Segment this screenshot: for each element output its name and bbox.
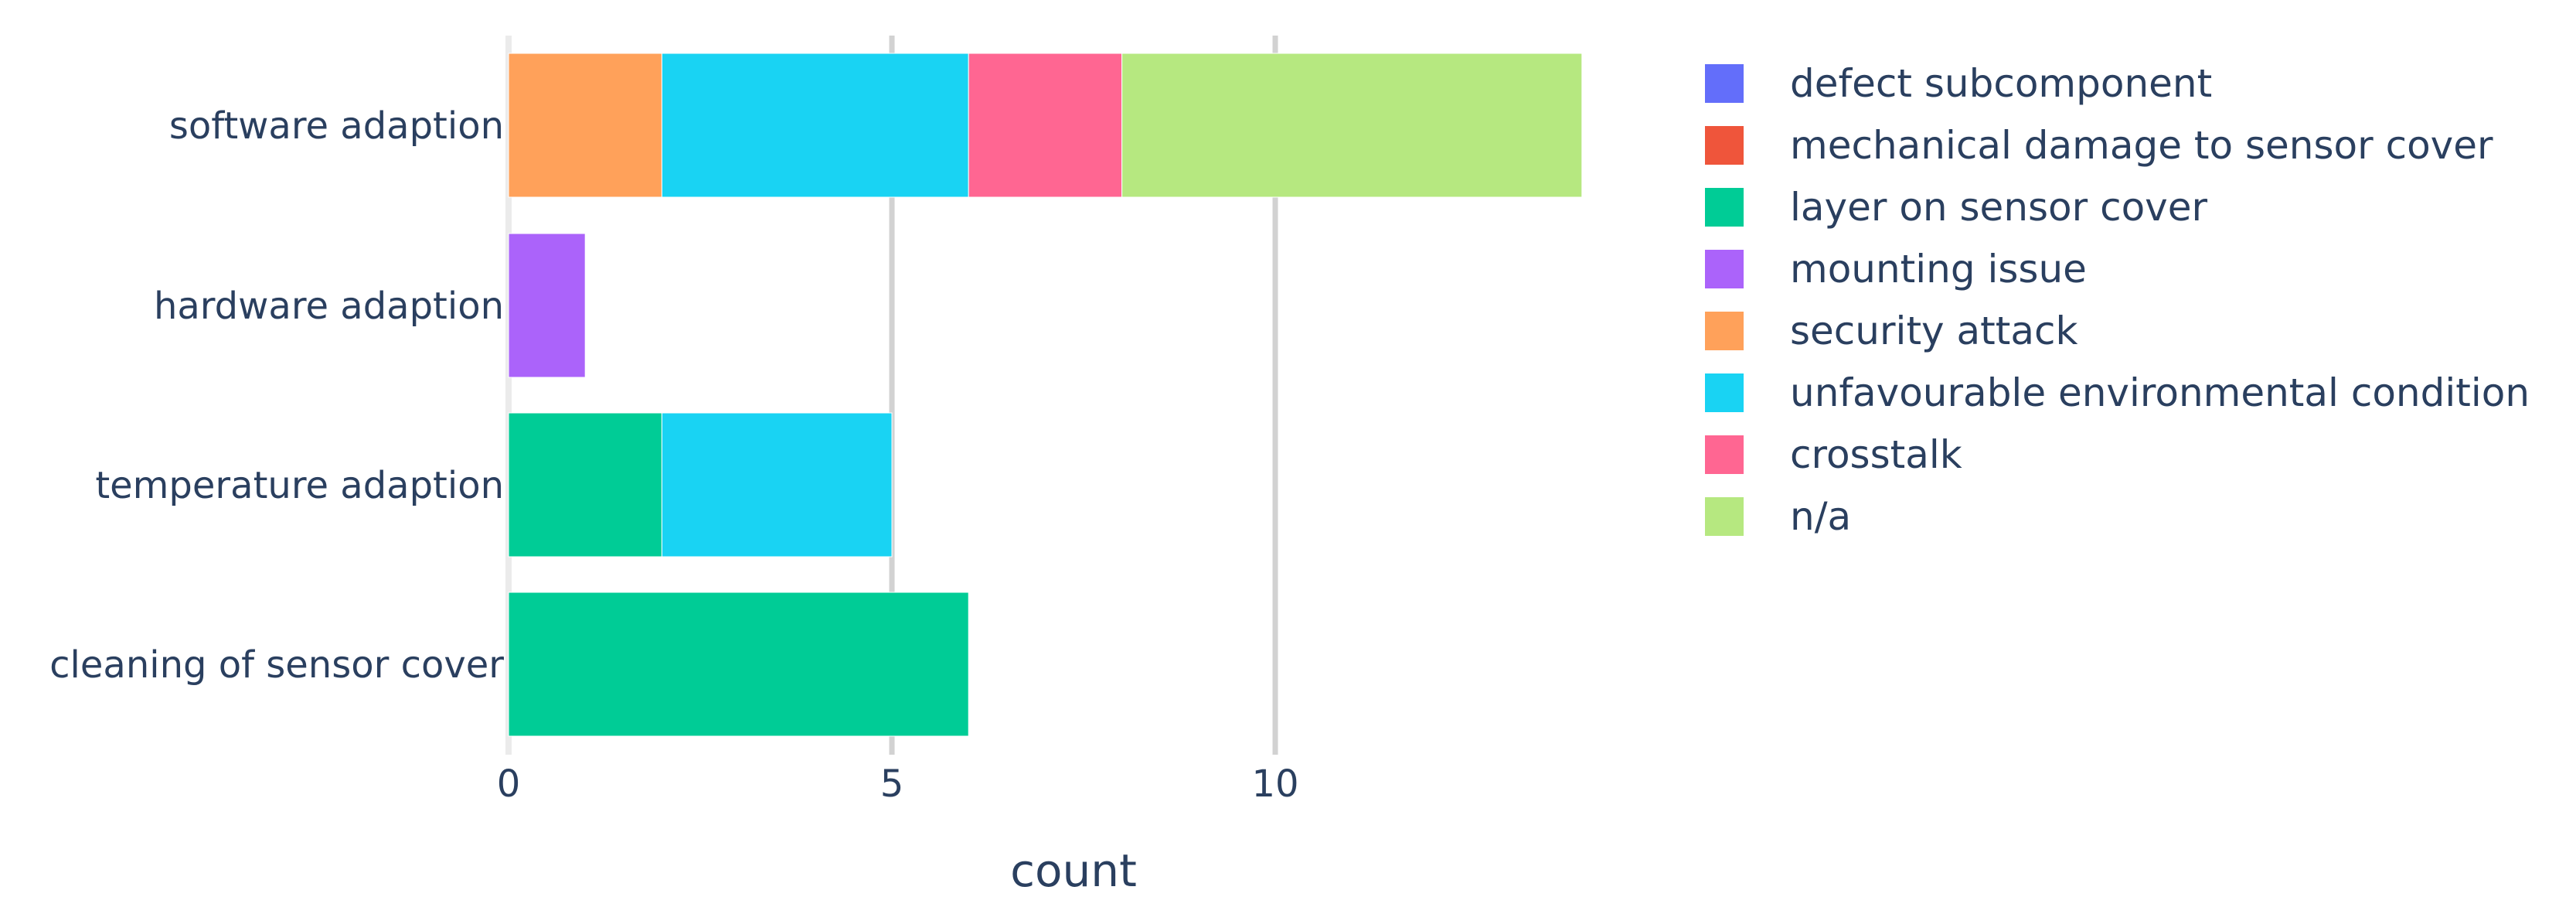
legend-swatch-2 — [1705, 126, 1744, 165]
legend-label-2: mechanical damage to sensor cover — [1790, 123, 2493, 168]
legend-label-8: n/a — [1790, 494, 1851, 539]
legend: defect subcomponent mechanical damage to … — [1705, 61, 2530, 539]
legend-label-1: defect subcomponent — [1790, 61, 2212, 106]
bars — [508, 53, 1583, 737]
legend-swatch-6 — [1705, 373, 1744, 412]
x-tick-label-0: 0 — [497, 762, 521, 806]
legend-swatch-5 — [1705, 312, 1744, 350]
bar-4-3 — [508, 592, 969, 737]
x-axis-title: count — [1010, 844, 1137, 897]
legend-label-4: mounting issue — [1790, 247, 2087, 292]
x-tick-label-10: 10 — [1251, 762, 1298, 806]
category-label-2: hardware adaption — [154, 285, 504, 328]
x-tick-labels: 0 5 10 — [497, 762, 1299, 806]
legend-swatch-1 — [1705, 64, 1744, 103]
bar-2-4 — [508, 233, 586, 378]
legend-swatch-4 — [1705, 250, 1744, 288]
bar-1-8 — [1121, 53, 1583, 198]
bar-3-3 — [508, 412, 662, 558]
bar-1-5 — [508, 53, 662, 198]
legend-swatch-3 — [1705, 188, 1744, 227]
bar-1-6 — [661, 53, 969, 198]
legend-label-3: layer on sensor cover — [1790, 185, 2208, 230]
bar-1-7 — [968, 53, 1123, 198]
legend-label-6: unfavourable environmental condition — [1790, 370, 2530, 415]
legend-label-5: security attack — [1790, 309, 2078, 353]
bar-3-6 — [661, 412, 893, 558]
category-label-3: temperature adaption — [95, 464, 504, 507]
x-tick-label-5: 5 — [880, 762, 904, 806]
legend-label-7: crosstalk — [1790, 432, 1962, 477]
category-label-1: software adaption — [169, 104, 504, 148]
category-label-4: cleaning of sensor cover — [49, 643, 504, 687]
legend-swatch-7 — [1705, 435, 1744, 474]
legend-swatch-8 — [1705, 497, 1744, 536]
category-labels: software adaption hardware adaption temper… — [49, 104, 504, 687]
